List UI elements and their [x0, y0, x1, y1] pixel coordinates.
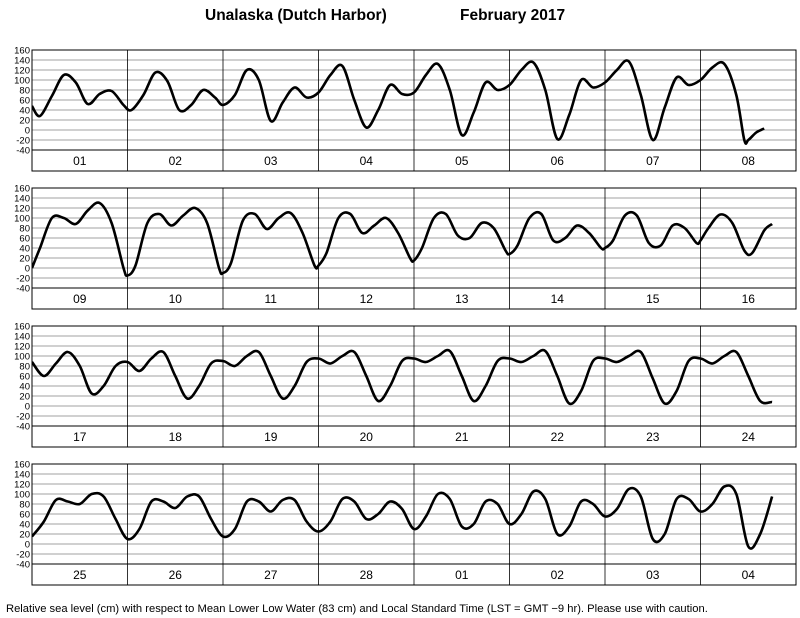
y-tick-label: 160 [14, 459, 30, 470]
day-label: 11 [265, 292, 278, 306]
day-label: 08 [742, 154, 756, 168]
chart-title-month: February 2017 [460, 7, 565, 24]
tide-curve [32, 484, 774, 550]
y-tick-label: 80 [19, 499, 30, 510]
y-tick-label: 100 [14, 351, 30, 362]
day-label: 03 [264, 154, 278, 168]
day-label: 22 [551, 430, 565, 444]
y-tick-label: 0 [25, 125, 30, 136]
day-label: 26 [169, 568, 183, 582]
y-tick-label: 60 [19, 233, 30, 244]
day-label: 20 [360, 430, 374, 444]
y-tick-label: 140 [14, 331, 30, 342]
y-tick-label: 160 [14, 45, 30, 56]
y-tick-label: -20 [16, 549, 30, 560]
y-tick-label: 100 [14, 213, 30, 224]
day-label: 18 [169, 430, 183, 444]
y-tick-label: 160 [14, 183, 30, 194]
y-tick-label: 0 [25, 401, 30, 412]
y-tick-label: 60 [19, 509, 30, 520]
day-label: 16 [742, 292, 756, 306]
y-tick-label: -40 [16, 145, 30, 156]
day-label: 07 [646, 154, 660, 168]
day-label: 05 [455, 154, 469, 168]
y-tick-label: -20 [16, 273, 30, 284]
tide-curve [32, 201, 773, 278]
y-tick-label: -40 [16, 421, 30, 432]
y-tick-label: 60 [19, 95, 30, 106]
day-label: 27 [264, 568, 278, 582]
day-label: 28 [360, 568, 374, 582]
y-tick-label: 0 [25, 263, 30, 274]
y-tick-label: 20 [19, 115, 30, 126]
y-tick-label: 80 [19, 223, 30, 234]
day-label: 09 [73, 292, 87, 306]
y-tick-label: 0 [25, 539, 30, 550]
y-tick-label: 100 [14, 489, 30, 500]
y-tick-label: 40 [19, 243, 30, 254]
day-label: 13 [455, 292, 469, 306]
day-label: 06 [551, 154, 565, 168]
day-label: 02 [169, 154, 183, 168]
day-label: 24 [742, 430, 756, 444]
y-tick-label: 100 [14, 75, 30, 86]
day-label: 17 [73, 430, 87, 444]
day-label: 25 [73, 568, 87, 582]
y-tick-label: 80 [19, 361, 30, 372]
y-tick-label: 120 [14, 479, 30, 490]
y-tick-label: 60 [19, 371, 30, 382]
y-tick-label: 20 [19, 391, 30, 402]
day-label: 21 [455, 430, 469, 444]
day-label: 12 [360, 292, 374, 306]
day-label: 04 [360, 154, 374, 168]
day-label: 19 [264, 430, 278, 444]
y-tick-label: 40 [19, 381, 30, 392]
y-tick-label: 120 [14, 203, 30, 214]
y-tick-label: 140 [14, 469, 30, 480]
y-tick-label: 20 [19, 253, 30, 264]
chart-footer: Relative sea level (cm) with respect to … [6, 603, 708, 615]
day-label: 01 [455, 568, 469, 582]
day-label: 14 [551, 292, 565, 306]
day-label: 04 [742, 568, 756, 582]
y-tick-label: 40 [19, 519, 30, 530]
y-tick-label: 160 [14, 321, 30, 332]
tide-curve [32, 59, 765, 145]
y-tick-label: 40 [19, 105, 30, 116]
day-label: 15 [646, 292, 660, 306]
y-tick-label: 140 [14, 193, 30, 204]
day-label: 10 [169, 292, 183, 306]
y-tick-label: -40 [16, 283, 30, 294]
day-label: 01 [73, 154, 87, 168]
y-tick-label: -20 [16, 411, 30, 422]
chart-title-location: Unalaska (Dutch Harbor) [205, 7, 387, 24]
y-tick-label: -20 [16, 135, 30, 146]
y-tick-label: 120 [14, 341, 30, 352]
y-tick-label: 120 [14, 65, 30, 76]
day-label: 02 [551, 568, 565, 582]
day-label: 23 [646, 430, 660, 444]
y-tick-label: -40 [16, 559, 30, 570]
y-tick-label: 80 [19, 85, 30, 96]
y-tick-label: 140 [14, 55, 30, 66]
tide-curve [32, 348, 773, 406]
day-label: 03 [646, 568, 660, 582]
y-tick-label: 20 [19, 529, 30, 540]
